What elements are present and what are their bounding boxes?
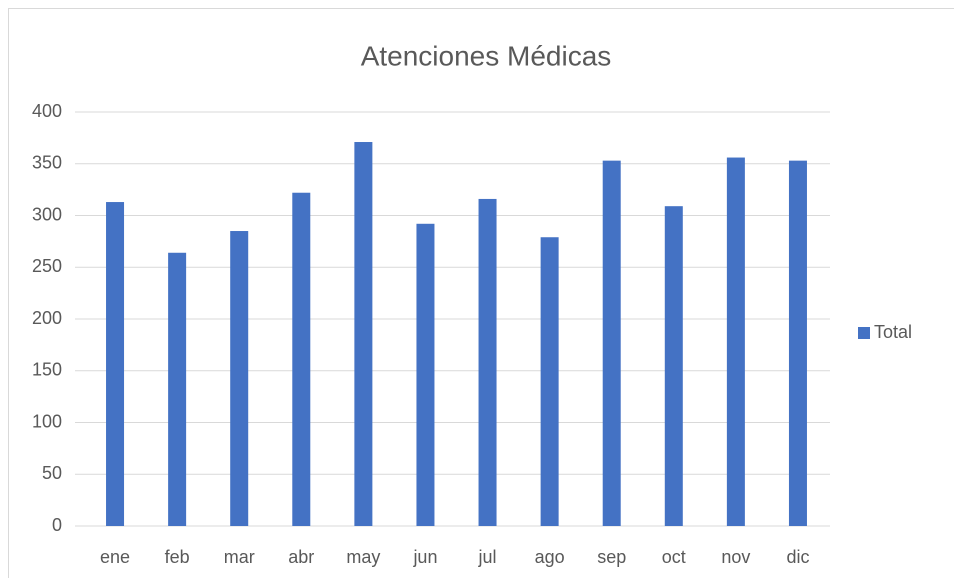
legend-swatch	[858, 327, 870, 339]
bar	[106, 202, 125, 527]
x-tick-label: ene	[100, 547, 130, 567]
x-tick-label: dic	[786, 547, 809, 567]
bar	[664, 206, 683, 526]
legend-label: Total	[874, 322, 912, 342]
y-tick-label: 0	[52, 515, 62, 535]
y-tick-label: 300	[32, 204, 62, 224]
y-tick-label: 200	[32, 308, 62, 328]
bar	[168, 252, 187, 526]
x-tick-label: feb	[165, 547, 190, 567]
x-tick-label: may	[346, 547, 380, 567]
chart-title: Atenciones Médicas	[361, 40, 612, 71]
bar	[788, 160, 807, 526]
bar	[726, 157, 745, 527]
x-tick-label: jun	[412, 547, 437, 567]
bar	[354, 142, 373, 526]
x-tick-label: sep	[597, 547, 626, 567]
chart-border	[8, 8, 954, 578]
y-tick-label: 150	[32, 360, 62, 380]
x-tick-label: jul	[478, 547, 497, 567]
bar	[292, 192, 311, 527]
bar	[540, 237, 559, 527]
x-tick-label: abr	[288, 547, 314, 567]
y-tick-label: 50	[42, 463, 62, 483]
y-tick-label: 400	[32, 101, 62, 121]
bar	[416, 223, 435, 526]
y-tick-label: 100	[32, 411, 62, 431]
y-tick-label: 250	[32, 256, 62, 276]
x-tick-label: nov	[721, 547, 750, 567]
x-tick-label: ago	[535, 547, 565, 567]
x-tick-label: mar	[224, 547, 255, 567]
bar	[478, 198, 497, 526]
bar	[602, 160, 621, 526]
x-tick-label: oct	[662, 547, 686, 567]
bar	[230, 231, 249, 526]
y-tick-label: 350	[32, 153, 62, 173]
